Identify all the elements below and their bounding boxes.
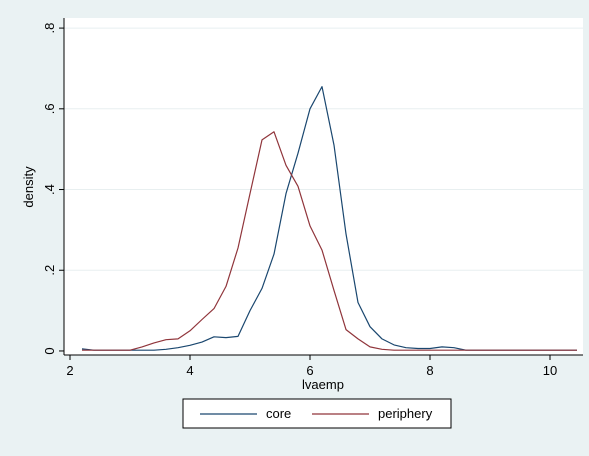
x-axis-label: lvaemp: [302, 377, 344, 392]
y-tick-label: .6: [42, 103, 57, 114]
x-tick-label: 2: [66, 363, 73, 378]
y-tick-label: .4: [42, 184, 57, 195]
series-line-periphery: [82, 131, 577, 351]
x-tick-label: 10: [543, 363, 557, 378]
series-lines: [81, 85, 577, 351]
legend-label-periphery: periphery: [378, 406, 433, 421]
plot-area: [64, 18, 583, 355]
y-tick-label: 0: [42, 347, 57, 354]
x-tick-label: 8: [426, 363, 433, 378]
x-tick-label: 6: [306, 363, 313, 378]
legend-label-core: core: [266, 406, 291, 421]
legend: core periphery: [182, 398, 452, 429]
y-axis-label: density: [21, 166, 36, 208]
y-axis-ticks: 0 .2 .4 .6 .8: [42, 23, 64, 355]
x-tick-label: 4: [186, 363, 193, 378]
x-axis-ticks: 2 4 6 8 10: [66, 355, 557, 378]
y-tick-label: .8: [42, 23, 57, 34]
y-tick-label: .2: [42, 265, 57, 276]
grid-lines: [64, 27, 583, 271]
